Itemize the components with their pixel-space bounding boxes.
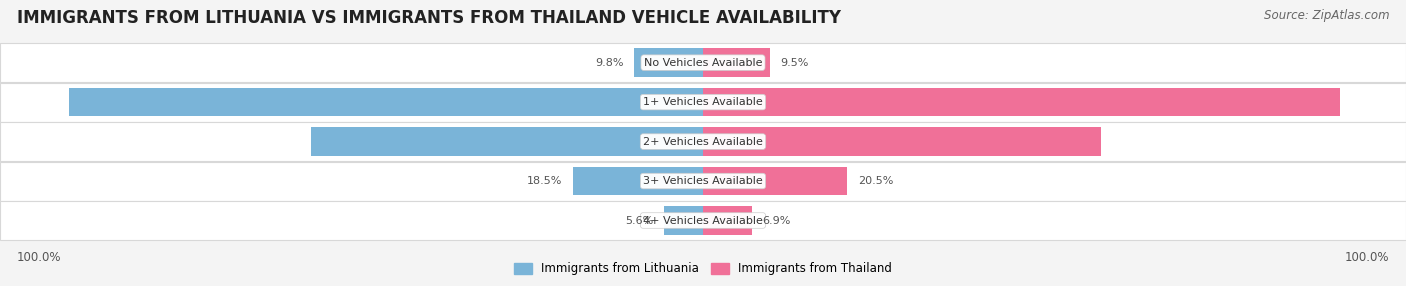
- Bar: [311, 127, 703, 156]
- Text: 20.5%: 20.5%: [858, 176, 893, 186]
- Text: 1+ Vehicles Available: 1+ Vehicles Available: [643, 97, 763, 107]
- Text: 18.5%: 18.5%: [527, 176, 562, 186]
- Text: 90.2%: 90.2%: [10, 97, 49, 107]
- Text: 100.0%: 100.0%: [17, 251, 62, 264]
- Bar: [703, 48, 770, 77]
- Text: 3+ Vehicles Available: 3+ Vehicles Available: [643, 176, 763, 186]
- Bar: [0, 201, 1406, 240]
- Bar: [634, 48, 703, 77]
- Text: 9.8%: 9.8%: [595, 58, 624, 67]
- Text: Source: ZipAtlas.com: Source: ZipAtlas.com: [1264, 9, 1389, 21]
- Bar: [0, 162, 1406, 200]
- Text: No Vehicles Available: No Vehicles Available: [644, 58, 762, 67]
- Text: 5.6%: 5.6%: [624, 216, 652, 225]
- Text: 56.6%: 56.6%: [1357, 137, 1395, 146]
- Legend: Immigrants from Lithuania, Immigrants from Thailand: Immigrants from Lithuania, Immigrants fr…: [509, 258, 897, 280]
- Text: 90.6%: 90.6%: [1357, 97, 1395, 107]
- Bar: [703, 206, 752, 235]
- Text: IMMIGRANTS FROM LITHUANIA VS IMMIGRANTS FROM THAILAND VEHICLE AVAILABILITY: IMMIGRANTS FROM LITHUANIA VS IMMIGRANTS …: [17, 9, 841, 27]
- Bar: [703, 167, 846, 195]
- Text: 2+ Vehicles Available: 2+ Vehicles Available: [643, 137, 763, 146]
- Text: 4+ Vehicles Available: 4+ Vehicles Available: [643, 216, 763, 225]
- Bar: [703, 127, 1101, 156]
- Text: 100.0%: 100.0%: [1344, 251, 1389, 264]
- Text: 9.5%: 9.5%: [780, 58, 808, 67]
- Text: 6.9%: 6.9%: [762, 216, 790, 225]
- Bar: [664, 206, 703, 235]
- Bar: [0, 43, 1406, 82]
- Bar: [0, 122, 1406, 161]
- Bar: [703, 88, 1340, 116]
- Text: 55.8%: 55.8%: [10, 137, 49, 146]
- Bar: [574, 167, 703, 195]
- Bar: [0, 83, 1406, 122]
- Bar: [69, 88, 703, 116]
